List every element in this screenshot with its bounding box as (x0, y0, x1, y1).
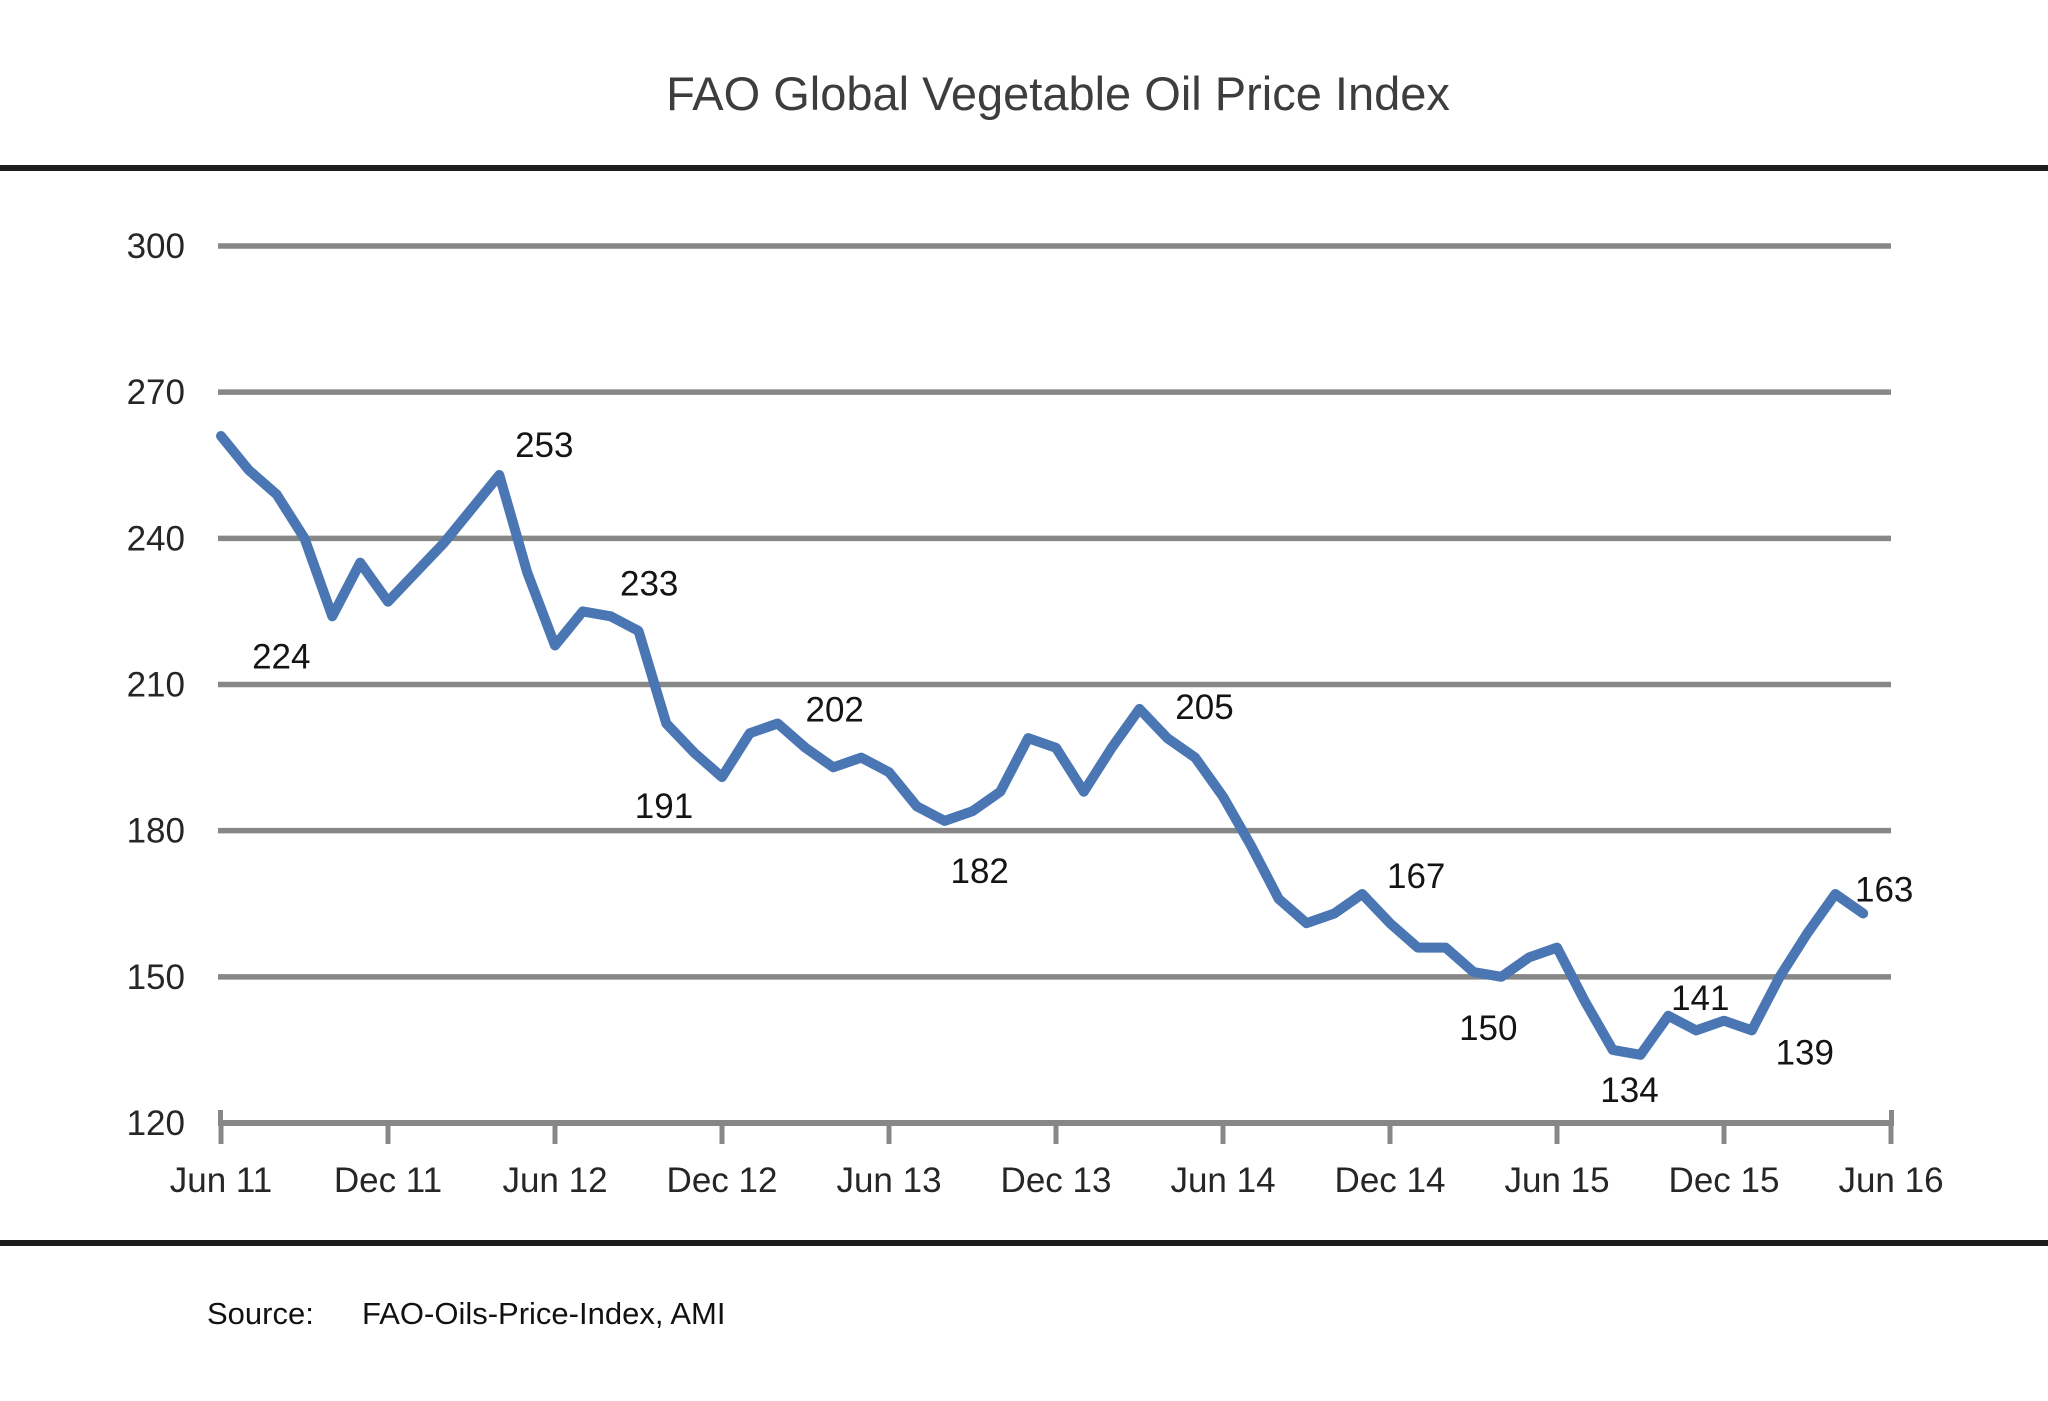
x-tick-label-Jun-14: Jun 14 (1170, 1161, 1275, 1200)
source-label: Source: (207, 1296, 314, 1331)
data-label-Nov-14: 167 (1387, 857, 1445, 896)
y-tick-label-120: 120 (127, 1104, 185, 1143)
x-tick-label-Jun-15: Jun 15 (1504, 1161, 1609, 1200)
data-label-Aug-13: 182 (950, 852, 1008, 891)
y-tick-label-270: 270 (127, 373, 185, 412)
x-tick-label-Dec-13: Dec 13 (1001, 1161, 1112, 1200)
x-axis-labels: Jun 11 Dec 11 Jun 12 Dec 12 Jun 13 Dec 13 Jun … (170, 1161, 1944, 1200)
data-label-Apr-12: 253 (515, 426, 573, 465)
chart-title: FAO Global Vegetable Oil Price Index (666, 67, 1450, 120)
y-tick-label-210: 210 (127, 666, 185, 705)
source-value: FAO-Oils-Price-Index, AMI (362, 1296, 725, 1331)
x-tick-label-Dec-11: Dec 11 (334, 1161, 442, 1200)
gridlines (218, 243, 1891, 980)
data-label-Dec-12: 191 (635, 787, 693, 826)
x-tick-label-Jun-16: Jun 16 (1838, 1161, 1943, 1200)
data-label-Oct-15: 141 (1671, 979, 1729, 1018)
y-tick-label-240: 240 (127, 519, 185, 558)
x-tick-label-Jun-11: Jun 11 (170, 1161, 273, 1200)
x-tick-label-Jun-13: Jun 13 (836, 1161, 941, 1200)
data-point-labels: 224 253 233 191 202 182 205 167 150 134 141 139 163 (252, 426, 1913, 1110)
data-label-May-12: 233 (620, 564, 678, 603)
x-axis (218, 1110, 1894, 1144)
x-tick-label-Dec-12: Dec 12 (667, 1161, 778, 1200)
data-label-Jan-16: 139 (1776, 1033, 1834, 1072)
price-index-series-line (216, 431, 1869, 1060)
data-label-Feb-13: 202 (805, 691, 863, 730)
x-tick-label-Jun-12: Jun 12 (502, 1161, 607, 1200)
data-label-Oct-11: 224 (252, 637, 310, 676)
x-tick-label-Dec-15: Dec 15 (1669, 1161, 1780, 1200)
y-tick-label-300: 300 (127, 227, 185, 266)
data-label-Apr-15: 150 (1459, 1009, 1517, 1048)
data-label-Mar-14: 205 (1175, 688, 1233, 727)
y-tick-label-180: 180 (127, 812, 185, 851)
data-label-May-16: 163 (1855, 871, 1913, 910)
y-axis-labels: 120 150 180 210 240 270 300 (127, 227, 185, 1143)
y-tick-label-150: 150 (127, 958, 185, 997)
data-label-Sep-15: 134 (1600, 1071, 1658, 1110)
x-tick-label-Dec-14: Dec 14 (1335, 1161, 1446, 1200)
